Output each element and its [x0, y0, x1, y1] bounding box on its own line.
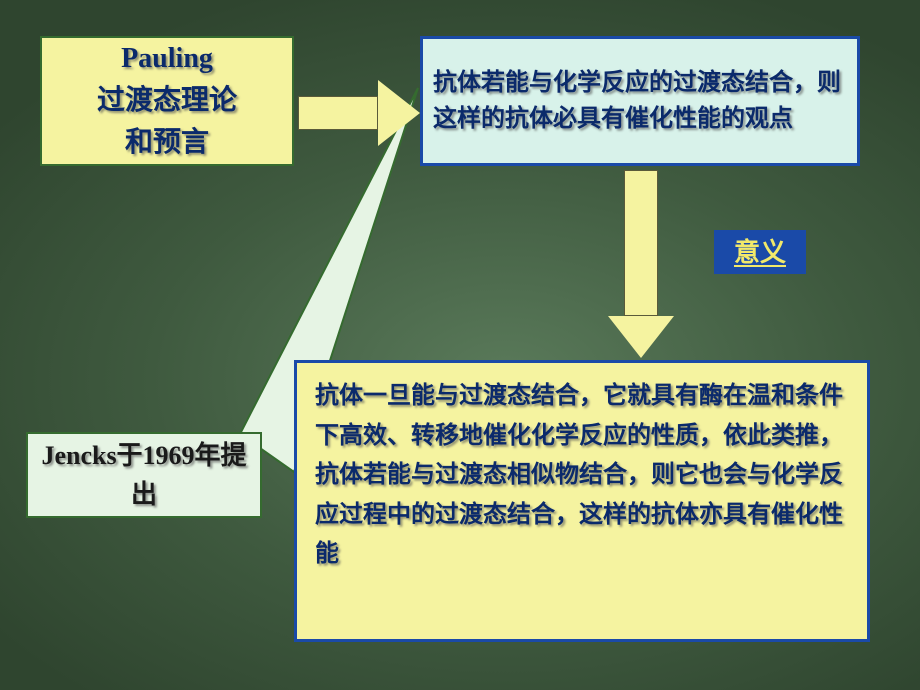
significance-box: 意义 — [714, 230, 806, 274]
conclusion-box: 抗体一旦能与过渡态结合，它就具有酶在温和条件下高效、转移地催化化学反应的性质，依… — [294, 360, 870, 642]
arrow-shaft — [298, 96, 378, 130]
conclusion-text: 抗体一旦能与过渡态结合，它就具有酶在温和条件下高效、转移地催化化学反应的性质，依… — [297, 363, 867, 639]
arrow-down — [608, 170, 674, 358]
antibody-viewpoint-text: 抗体若能与化学反应的过渡态结合，则这样的抗体必具有催化性能的观点 — [423, 39, 857, 163]
arrow-right — [298, 80, 420, 146]
antibody-viewpoint-box: 抗体若能与化学反应的过渡态结合，则这样的抗体必具有催化性能的观点 — [420, 36, 860, 166]
jencks-text: Jencks于1969年提出 — [28, 434, 260, 516]
pauling-theory-box: Pauling 过渡态理论 和预言 — [40, 36, 294, 166]
arrow-shaft — [624, 170, 658, 316]
significance-text: 意义 — [716, 232, 804, 272]
pauling-theory-text: Pauling 过渡态理论 和预言 — [42, 38, 292, 164]
arrow-head — [608, 316, 674, 358]
jencks-box: Jencks于1969年提出 — [26, 432, 262, 518]
arrow-head — [378, 80, 420, 146]
